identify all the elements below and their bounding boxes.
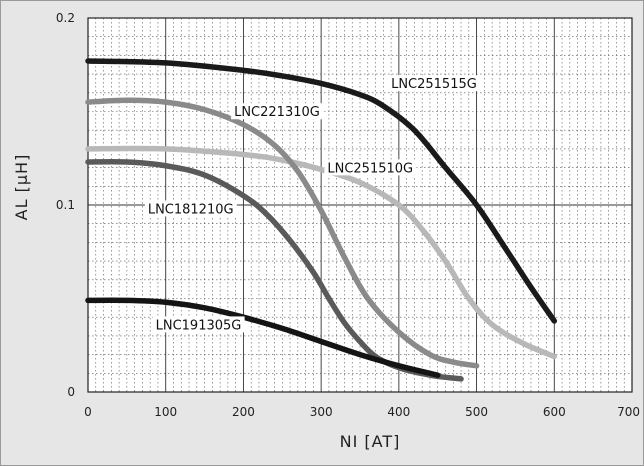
series-label-lnc251510g: LNC251510G bbox=[324, 159, 417, 176]
x-tick-label: 200 bbox=[232, 405, 255, 419]
y-tick-label: 0.1 bbox=[56, 198, 75, 212]
y-tick-label: 0 bbox=[67, 385, 75, 399]
x-tick-label: 600 bbox=[543, 405, 566, 419]
series-label-text: LNC251510G bbox=[327, 161, 413, 176]
series-line-lnc251510g bbox=[85, 145, 558, 360]
series-line-lnc221310g bbox=[85, 97, 480, 369]
series-label-text: LNC191305G bbox=[156, 318, 242, 333]
series-label-text: LNC251515G bbox=[391, 77, 477, 92]
series-label-bg bbox=[144, 200, 237, 217]
x-tick-label: 500 bbox=[465, 405, 488, 419]
series-lines bbox=[85, 58, 558, 382]
x-tick-label: 100 bbox=[154, 405, 177, 419]
series-label-bg bbox=[231, 103, 324, 120]
axes: 0 100 200 300 400 500 600 700 0 0.1 0.2 bbox=[56, 11, 640, 419]
y-tick-label: 0.2 bbox=[56, 11, 75, 25]
x-axis-title: NI [AT] bbox=[340, 432, 401, 451]
x-tick-label: 700 bbox=[617, 405, 640, 419]
y-axis-title: AL [μH] bbox=[12, 154, 31, 221]
x-tick-label: 400 bbox=[387, 405, 410, 419]
series-line-lnc191305g bbox=[85, 297, 441, 378]
series-labels: LNC251515G LNC221310G LNC251510G LNC181210G… bbox=[144, 75, 481, 333]
series-label-lnc251515g: LNC251515G bbox=[388, 75, 481, 92]
series-label-bg bbox=[152, 316, 245, 333]
series-label-text: LNC221310G bbox=[234, 105, 320, 120]
series-label-text: LNC181210G bbox=[148, 202, 234, 217]
x-tick-label: 300 bbox=[310, 405, 333, 419]
series-label-bg bbox=[324, 159, 417, 176]
series-label-lnc181210g: LNC181210G bbox=[144, 200, 237, 217]
series-line-lnc251515g bbox=[85, 58, 558, 324]
series-label-bg bbox=[388, 75, 481, 92]
x-tick-label: 0 bbox=[84, 405, 92, 419]
series-label-lnc191305g: LNC191305G bbox=[152, 316, 245, 333]
series-label-lnc221310g: LNC221310G bbox=[231, 103, 324, 120]
plot-frame bbox=[87, 17, 633, 393]
